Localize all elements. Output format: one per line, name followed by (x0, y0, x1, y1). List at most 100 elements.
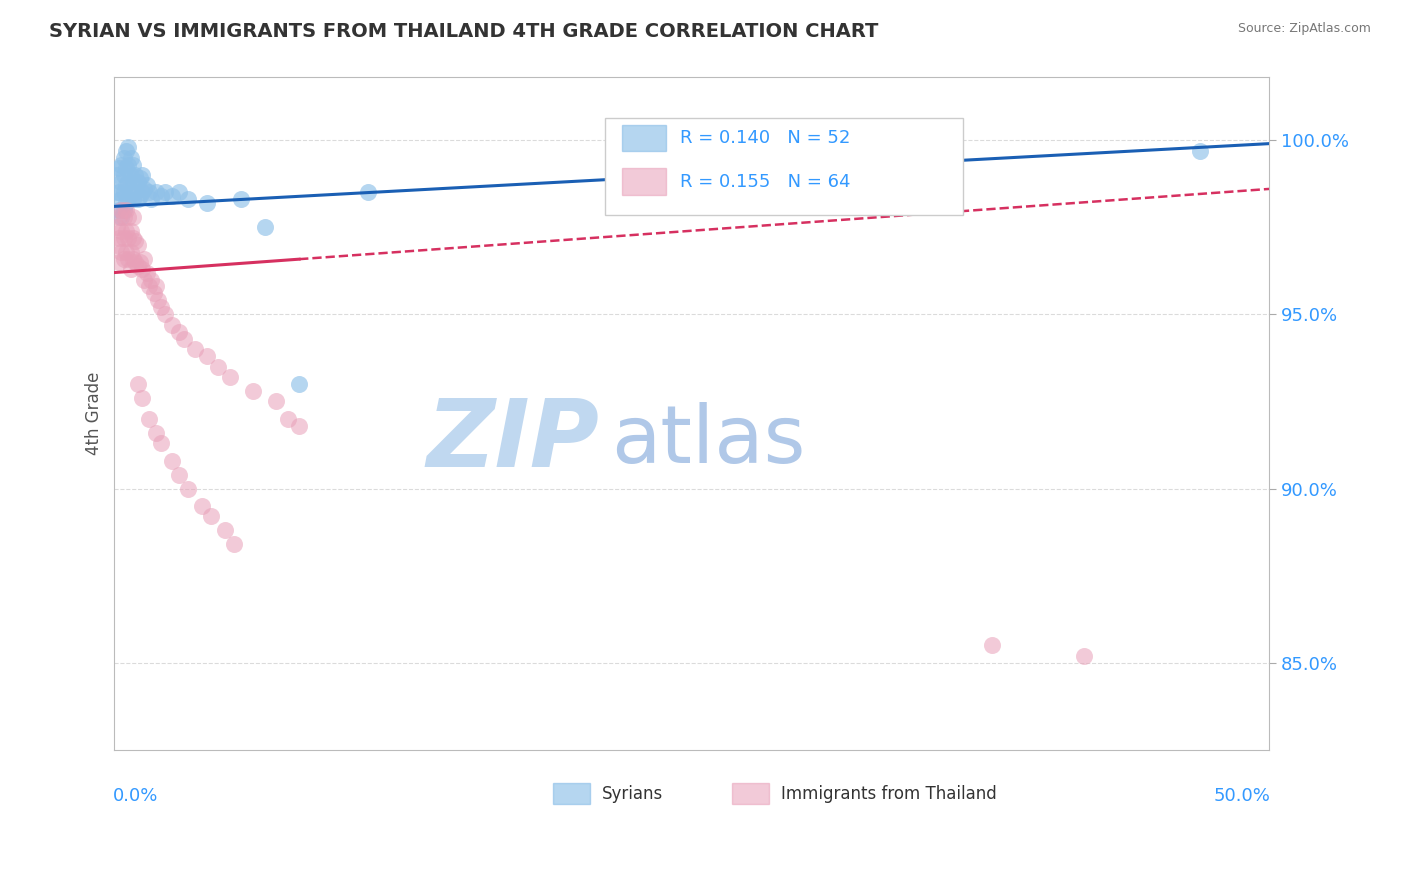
Point (145, 186, 167, 200)
Point (120, 224, 142, 238)
Point (160, 318, 183, 332)
Point (127, 377, 149, 392)
Point (105, 220, 128, 235)
Text: ZIP: ZIP (426, 394, 599, 486)
Point (115, 244, 138, 259)
Point (160, 453, 183, 467)
Point (120, 151, 142, 165)
FancyBboxPatch shape (553, 783, 591, 804)
Point (122, 252, 145, 266)
Point (110, 224, 132, 238)
Point (138, 186, 160, 200)
Point (110, 202, 132, 217)
Point (218, 370, 240, 384)
Point (253, 220, 276, 235)
Point (135, 266, 157, 280)
Point (128, 189, 150, 203)
Point (115, 178, 138, 193)
Point (117, 175, 139, 189)
Point (160, 189, 183, 203)
Point (117, 230, 139, 244)
Point (195, 349, 218, 363)
Point (110, 175, 132, 189)
Point (128, 171, 150, 186)
Point (122, 175, 145, 189)
Point (134, 182, 156, 196)
Text: 50.0%: 50.0% (1213, 787, 1270, 805)
Point (122, 230, 145, 244)
Point (112, 151, 135, 165)
Point (207, 359, 229, 374)
Point (122, 193, 145, 207)
Point (231, 193, 253, 207)
Text: 0.0%: 0.0% (114, 787, 159, 805)
Point (108, 210, 131, 224)
Point (112, 202, 135, 217)
Point (124, 234, 146, 248)
Point (127, 193, 149, 207)
Point (177, 193, 200, 207)
Point (138, 279, 160, 293)
Point (167, 325, 190, 339)
Point (124, 255, 146, 269)
FancyBboxPatch shape (605, 118, 963, 215)
Point (108, 202, 131, 217)
Point (200, 509, 222, 524)
Point (135, 178, 157, 193)
Point (112, 186, 135, 200)
Point (127, 259, 149, 273)
Point (110, 193, 132, 207)
Point (112, 252, 135, 266)
Point (1188, 144, 1211, 158)
Point (108, 230, 131, 244)
Point (1073, 648, 1095, 663)
Point (117, 140, 139, 154)
Point (889, 144, 911, 158)
FancyBboxPatch shape (733, 783, 769, 804)
Point (120, 186, 142, 200)
Point (242, 384, 264, 398)
Text: atlas: atlas (610, 401, 806, 480)
Point (155, 186, 177, 200)
Point (214, 524, 236, 538)
Point (108, 186, 131, 200)
Point (120, 262, 142, 277)
Point (149, 189, 172, 203)
Point (131, 262, 153, 277)
Point (167, 467, 190, 482)
Text: Immigrants from Thailand: Immigrants from Thailand (780, 785, 997, 803)
Point (128, 255, 150, 269)
Point (357, 186, 380, 200)
Text: R = 0.155   N = 64: R = 0.155 N = 64 (681, 173, 851, 191)
Point (117, 157, 139, 171)
Point (155, 307, 177, 321)
Point (105, 186, 128, 200)
Point (141, 193, 163, 207)
Point (110, 157, 132, 171)
Point (115, 224, 138, 238)
Point (131, 186, 153, 200)
Point (184, 342, 207, 356)
Point (138, 412, 160, 426)
Point (224, 537, 246, 551)
FancyBboxPatch shape (623, 125, 666, 152)
Point (127, 175, 149, 189)
Point (115, 161, 138, 175)
Point (177, 482, 200, 496)
Point (115, 202, 138, 217)
Point (112, 230, 135, 244)
Point (142, 286, 165, 301)
Point (122, 157, 145, 171)
Point (124, 186, 146, 200)
Point (122, 210, 145, 224)
Point (145, 279, 167, 293)
Point (134, 272, 156, 286)
Text: SYRIAN VS IMMIGRANTS FROM THAILAND 4TH GRADE CORRELATION CHART: SYRIAN VS IMMIGRANTS FROM THAILAND 4TH G… (49, 22, 879, 41)
Point (120, 168, 142, 182)
Point (149, 436, 172, 450)
Point (288, 418, 311, 433)
Point (173, 332, 195, 346)
Point (145, 425, 167, 440)
Point (115, 144, 138, 158)
Point (149, 301, 172, 315)
